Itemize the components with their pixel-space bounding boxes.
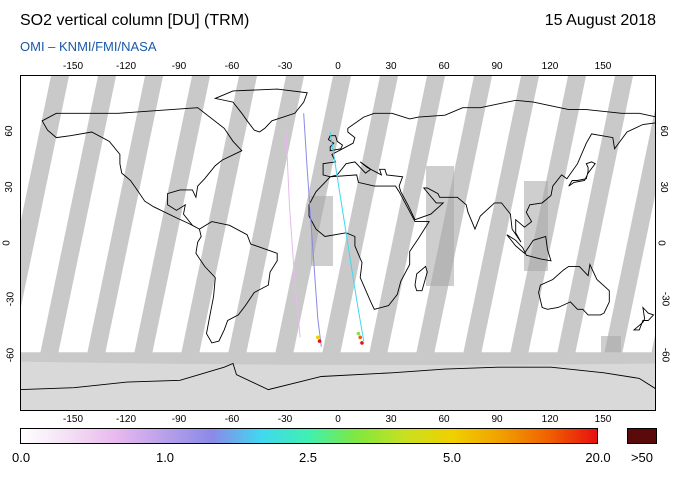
lon-tick-label: 120 [541, 414, 559, 425]
so2-trace [285, 131, 301, 338]
no-data-swath [216, 76, 304, 410]
lon-tick-label: 60 [438, 414, 450, 425]
map-subtitle: OMI – KNMI/FMI/NASA [20, 39, 157, 54]
satellite-swaths [21, 76, 655, 410]
colorbar [20, 428, 598, 444]
so2-hotspot [316, 335, 320, 340]
so2-hotspot [360, 341, 364, 345]
lon-tick-label: -90 [171, 414, 187, 425]
coastline-greenland [213, 88, 308, 133]
coastline-madagascar [414, 265, 428, 292]
coastline-australia [538, 262, 610, 316]
no-data-swath [451, 76, 539, 410]
no-data-swath [357, 76, 445, 410]
map-area [20, 75, 656, 411]
so2-hotspot [317, 339, 322, 343]
colorbar-gradient [21, 429, 597, 443]
so2-trace [329, 131, 365, 342]
lon-tick-label: 30 [385, 61, 397, 72]
coastline-antarctica [21, 362, 655, 391]
lat-tick-label: 0 [1, 240, 13, 246]
coastline-new-zealand [632, 306, 655, 331]
lon-tick-label: -120 [115, 414, 137, 425]
no-data-swath [545, 76, 633, 410]
lon-tick-label: -30 [277, 61, 293, 72]
colorbar-overflow-label: >50 [630, 450, 654, 465]
lon-tick-label: 0 [335, 61, 341, 72]
no-data-swath [122, 76, 210, 410]
no-data-swath [310, 76, 398, 410]
lat-tick-label: 60 [4, 125, 16, 137]
polar-no-data-region [21, 352, 655, 410]
coastline-europe-asia [322, 99, 655, 243]
lat-tick-label: 30 [658, 181, 670, 193]
lon-tick-label: 150 [594, 61, 612, 72]
colorbar-label: 5.0 [442, 450, 462, 465]
no-data-swath [592, 109, 655, 410]
so2-plume-track [285, 113, 365, 347]
swath-overlap [311, 196, 333, 266]
colorbar-label: 20.0 [585, 450, 611, 465]
lon-tick-label: -150 [62, 61, 84, 72]
lon-tick-label: 0 [335, 414, 341, 425]
lon-tick-label: 60 [438, 61, 450, 72]
so2-hotspot [356, 331, 361, 336]
lon-tick-label: 120 [541, 61, 559, 72]
no-data-swath [21, 76, 69, 307]
swath-overlap [426, 166, 454, 286]
lon-tick-label: 90 [491, 414, 503, 425]
so2-map [21, 76, 655, 410]
so2-trace [303, 113, 322, 347]
lat-tick-label: 60 [658, 125, 670, 137]
lon-tick-label: -60 [224, 61, 240, 72]
coastlines [21, 88, 655, 391]
lat-tick-label: -30 [659, 291, 671, 307]
colorbar-overflow-swatch [627, 428, 657, 444]
lon-tick-label: 30 [385, 414, 397, 425]
no-data-swath [169, 76, 257, 410]
map-title: SO2 vertical column [DU] (TRM) [20, 12, 250, 29]
lon-tick-label: 90 [491, 61, 503, 72]
no-data-swath [28, 76, 116, 410]
coastline-indonesia [506, 234, 552, 262]
map-date: 15 August 2018 [544, 12, 656, 29]
lon-tick-label: -120 [115, 61, 137, 72]
lon-tick-label: -30 [277, 414, 293, 425]
antarctica-region [21, 361, 655, 410]
colorbar-label: 0.0 [12, 450, 31, 465]
lon-tick-label: -90 [171, 61, 187, 72]
no-data-swath [75, 76, 163, 410]
lon-tick-label: 150 [594, 414, 612, 425]
colorbar-label: 1.0 [155, 450, 175, 465]
lat-tick-label: -60 [659, 347, 671, 363]
lat-tick-label: -30 [5, 291, 17, 307]
lat-tick-label: 0 [655, 240, 667, 246]
no-data-swath [263, 76, 351, 410]
colorbar-label: 2.5 [298, 450, 318, 465]
lon-tick-label: -150 [62, 414, 84, 425]
coastline-africa [308, 174, 430, 310]
lon-tick-label: -60 [224, 414, 240, 425]
coastline-north-america [41, 107, 243, 230]
lat-tick-label: -60 [5, 347, 17, 363]
coastline-south-america [195, 221, 278, 344]
lat-tick-label: 30 [4, 181, 16, 193]
coastline-japan [568, 161, 596, 187]
so2-hotspot [358, 335, 363, 340]
